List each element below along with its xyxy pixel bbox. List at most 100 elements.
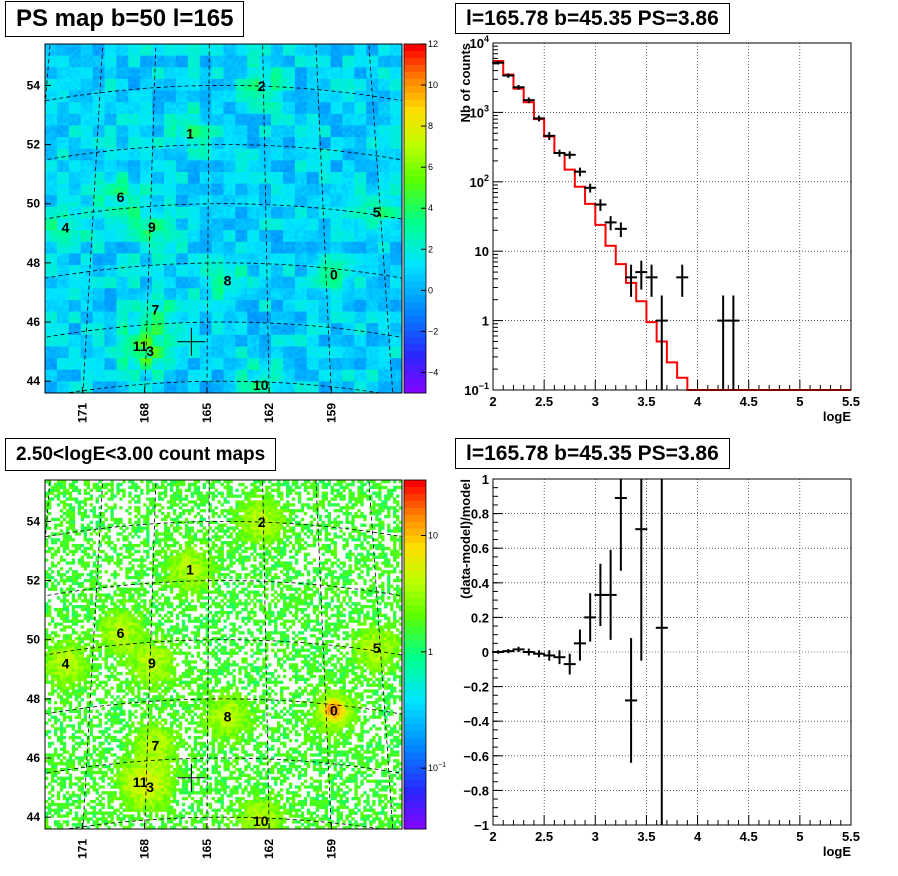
colorbar-segment xyxy=(404,648,426,655)
colorbar-segment xyxy=(404,309,426,316)
source-label-1: 1 xyxy=(186,561,194,577)
resid-point-2 xyxy=(513,647,525,652)
colorbar-segment xyxy=(404,564,426,571)
lat-tick-label: 44 xyxy=(27,374,41,388)
resid-point-9 xyxy=(584,593,596,641)
colorbar-segment xyxy=(404,274,426,281)
colorbar-segment xyxy=(404,156,426,163)
source-label-2: 2 xyxy=(258,514,266,530)
colorbar-segment xyxy=(404,536,426,543)
source-label-5: 5 xyxy=(373,640,381,656)
source-label-6: 6 xyxy=(117,189,125,205)
colorbar-segment xyxy=(404,351,426,358)
colorbar-segment xyxy=(404,752,426,759)
x-tick-label: 5 xyxy=(796,829,803,844)
colorbar-segment xyxy=(404,773,426,780)
resid-point-8 xyxy=(574,630,586,661)
colorbar-segment xyxy=(404,634,426,641)
lon-tick-label: 165 xyxy=(200,839,214,859)
colorbar-segment xyxy=(404,302,426,309)
colorbar-segment xyxy=(404,232,426,239)
colorbar-segment xyxy=(404,627,426,634)
colorbar-segment xyxy=(404,480,426,487)
grid xyxy=(493,43,851,390)
colorbar-segment xyxy=(404,724,426,731)
lon-tick-label: 168 xyxy=(138,403,152,423)
map-pixels xyxy=(45,44,402,393)
colorbar-segment xyxy=(404,121,426,128)
colorbar-segment xyxy=(404,675,426,682)
resid-point-13 xyxy=(625,638,637,763)
lat-tick-label: 50 xyxy=(27,633,41,647)
source-label-2: 2 xyxy=(258,78,266,94)
x-axis-label: logE xyxy=(823,844,851,859)
colorbar-tick-label: 0 xyxy=(428,285,433,295)
colorbar-segment xyxy=(404,107,426,114)
colorbar-segment xyxy=(404,766,426,773)
y-tick-label: −1 xyxy=(474,818,489,833)
y-tick-label: −0.4 xyxy=(463,714,489,729)
colorbar-segment xyxy=(404,543,426,550)
source-label-10: 10 xyxy=(253,813,269,829)
colorbar-segment xyxy=(404,787,426,794)
data-point-18 xyxy=(717,295,729,390)
colorbar-segment xyxy=(404,51,426,58)
colorbar-segment xyxy=(404,246,426,253)
colorbar-segment xyxy=(404,267,426,274)
colorbar-tick-label: 10 xyxy=(428,531,438,541)
colorbar-segment xyxy=(404,295,426,302)
colorbar-segment xyxy=(404,801,426,808)
colorbar-segment xyxy=(404,128,426,135)
source-label-9: 9 xyxy=(148,655,156,671)
lon-tick-label: 171 xyxy=(75,403,89,423)
source-label-1: 1 xyxy=(186,125,194,141)
x-tick-label: 5.5 xyxy=(842,829,860,844)
colorbar-tick-label: 10−1 xyxy=(428,762,446,773)
colorbar-segment xyxy=(404,358,426,365)
colorbar-segment xyxy=(404,738,426,745)
colorbar-segment xyxy=(404,170,426,177)
colorbar-segment xyxy=(404,613,426,620)
model-step-line xyxy=(493,61,851,390)
data-point-12 xyxy=(615,222,627,237)
x-tick-label: 2 xyxy=(489,829,496,844)
map-pixels xyxy=(45,480,402,829)
lon-tick-label: 162 xyxy=(262,839,276,859)
source-label-10: 10 xyxy=(253,377,269,393)
colorbar-segment xyxy=(404,281,426,288)
colorbar-segment xyxy=(404,501,426,508)
colorbar-segment xyxy=(404,114,426,121)
y-tick-label: 0.6 xyxy=(471,541,489,556)
source-label-7: 7 xyxy=(151,301,159,317)
colorbar-segment xyxy=(404,177,426,184)
colorbar-tick-label: −2 xyxy=(428,326,438,336)
colorbar-segment xyxy=(404,93,426,100)
lat-tick-label: 46 xyxy=(27,315,41,329)
colorbar-segment xyxy=(404,703,426,710)
x-axis-label: logE xyxy=(823,409,851,424)
resid-point-14 xyxy=(635,479,647,661)
colorbar-segment xyxy=(404,780,426,787)
source-label-0: 0 xyxy=(330,267,338,283)
colorbar-segment xyxy=(404,815,426,822)
colorbar-tick-label: −4 xyxy=(428,367,438,377)
y-tick-label: 102 xyxy=(470,173,489,190)
y-tick-label: −0.6 xyxy=(463,749,489,764)
colorbar-tick-label: 1 xyxy=(428,647,433,657)
grid xyxy=(493,479,851,825)
lon-tick-label: 159 xyxy=(324,839,338,859)
colorbar-segment xyxy=(404,717,426,724)
colorbar-segment xyxy=(404,599,426,606)
source-label-11: 11 xyxy=(133,338,148,354)
count-map-title: 2.50<logE<3.00 count maps xyxy=(5,438,276,471)
lat-tick-label: 48 xyxy=(27,256,41,270)
resid-point-15 xyxy=(656,479,668,825)
y-tick-label: 1 xyxy=(482,472,489,487)
colorbar-tick-label: 10 xyxy=(428,80,438,90)
x-tick-label: 3.5 xyxy=(637,394,655,409)
colorbar-segment xyxy=(404,365,426,372)
source-label-8: 8 xyxy=(224,273,232,289)
colorbar-tick-label: 6 xyxy=(428,162,433,172)
